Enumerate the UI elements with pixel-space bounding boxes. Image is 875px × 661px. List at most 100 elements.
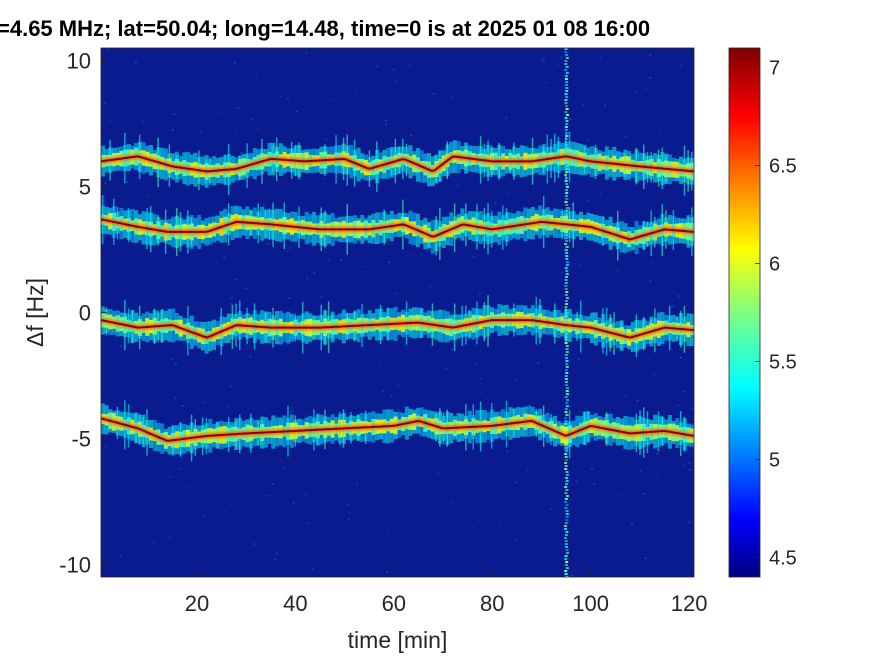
streak-pixel: [565, 270, 569, 272]
streak-pixel: [564, 279, 568, 281]
streak-pixel: [565, 366, 569, 368]
streak-pixel: [565, 567, 569, 569]
streak-pixel: [565, 345, 569, 347]
noise-speck: [292, 502, 295, 504]
streak-pixel: [564, 534, 568, 536]
noise-speck: [229, 385, 232, 387]
streak-pixel: [564, 555, 568, 557]
noise-speck: [560, 271, 563, 274]
streak-pixel: [565, 120, 569, 122]
noise-speck: [332, 99, 335, 101]
streak-pixel: [565, 516, 569, 518]
noise-speck: [234, 129, 237, 132]
noise-speck: [381, 390, 384, 392]
streak-pixel: [565, 483, 568, 485]
noise-speck: [105, 446, 108, 448]
noise-speck: [692, 452, 694, 454]
noise-speck: [108, 119, 111, 122]
noise-speck: [560, 56, 562, 59]
streak-pixel: [564, 408, 568, 410]
streak-pixel: [566, 114, 569, 116]
streak-pixel: [565, 351, 569, 353]
noise-speck: [542, 61, 545, 63]
colorbar-frame: [728, 47, 761, 578]
noise-speck: [456, 185, 459, 187]
streak-pixel: [564, 51, 568, 53]
spectral-band-2: [101, 195, 694, 261]
noise-speck: [474, 363, 477, 365]
noise-speck: [644, 182, 647, 185]
noise-speck: [672, 305, 674, 307]
streak-pixel: [564, 564, 568, 566]
streak-pixel: [565, 513, 569, 515]
streak-pixel: [564, 243, 568, 245]
streak-pixel: [565, 297, 569, 299]
noise-speck: [578, 410, 581, 413]
noise-speck: [649, 77, 652, 79]
noise-speck: [296, 110, 299, 113]
noise-speck: [103, 102, 106, 104]
noise-speck: [376, 65, 379, 67]
streak-pixel: [564, 558, 568, 560]
streak-pixel: [564, 528, 568, 530]
noise-speck: [599, 193, 602, 195]
noise-speck: [505, 117, 508, 119]
noise-speck: [532, 119, 535, 122]
streak-pixel: [565, 363, 569, 365]
streak-pixel: [565, 390, 569, 392]
streak-pixel: [564, 126, 568, 128]
colorbar: 4.5 5 5.5 6 6.5 7: [728, 47, 797, 578]
noise-speck: [390, 394, 393, 397]
noise-speck: [220, 113, 223, 115]
noise-speck: [447, 459, 450, 462]
noise-speck: [142, 120, 145, 122]
chart-title-wrap: =4.65 MHz; lat=50.04; long=14.48, time=0…: [0, 16, 875, 46]
noise-speck: [680, 356, 683, 359]
noise-speck: [445, 367, 448, 370]
noise-speck: [636, 399, 639, 402]
noise-speck: [346, 503, 349, 506]
noise-speck: [173, 55, 176, 57]
streak-pixel: [565, 393, 569, 395]
noise-speck: [245, 287, 248, 290]
streak-pixel: [565, 132, 569, 134]
streak-pixel: [564, 411, 568, 413]
noise-speck: [683, 464, 686, 467]
noise-speck: [514, 481, 517, 484]
noise-speck: [617, 269, 620, 272]
streak-pixel: [565, 549, 569, 551]
spectral-band-4: [101, 400, 694, 462]
noise-speck: [429, 285, 432, 287]
streak-pixel: [564, 249, 568, 251]
streak-pixel: [564, 417, 568, 419]
noise-speck: [354, 88, 357, 91]
streak-pixel: [564, 507, 568, 509]
streak-pixel: [564, 117, 568, 119]
noise-speck: [286, 365, 289, 368]
streak-pixel: [565, 372, 569, 374]
noise-speck: [125, 181, 128, 183]
noise-speck: [289, 247, 292, 249]
streak-pixel: [565, 189, 568, 191]
streak-pixel: [564, 180, 568, 182]
noise-speck: [565, 364, 568, 367]
noise-speck: [155, 144, 158, 146]
streak-pixel: [565, 561, 569, 563]
streak-pixel: [564, 486, 568, 488]
band-ridge: [101, 155, 694, 173]
streak-pixel: [564, 468, 568, 470]
streak-pixel: [564, 396, 568, 398]
x-tick-label: 100: [572, 591, 609, 616]
noise-speck: [577, 358, 580, 360]
noise-speck: [229, 302, 232, 305]
plot-area: [101, 48, 694, 577]
noise-speck: [480, 391, 483, 393]
streak-pixel: [565, 576, 569, 577]
streak-pixel: [564, 48, 568, 50]
streak-pixel: [565, 105, 568, 107]
noise-speck: [591, 439, 594, 441]
streak-pixel: [564, 84, 568, 86]
streak-pixel: [565, 546, 568, 548]
noise-speck: [327, 259, 330, 262]
